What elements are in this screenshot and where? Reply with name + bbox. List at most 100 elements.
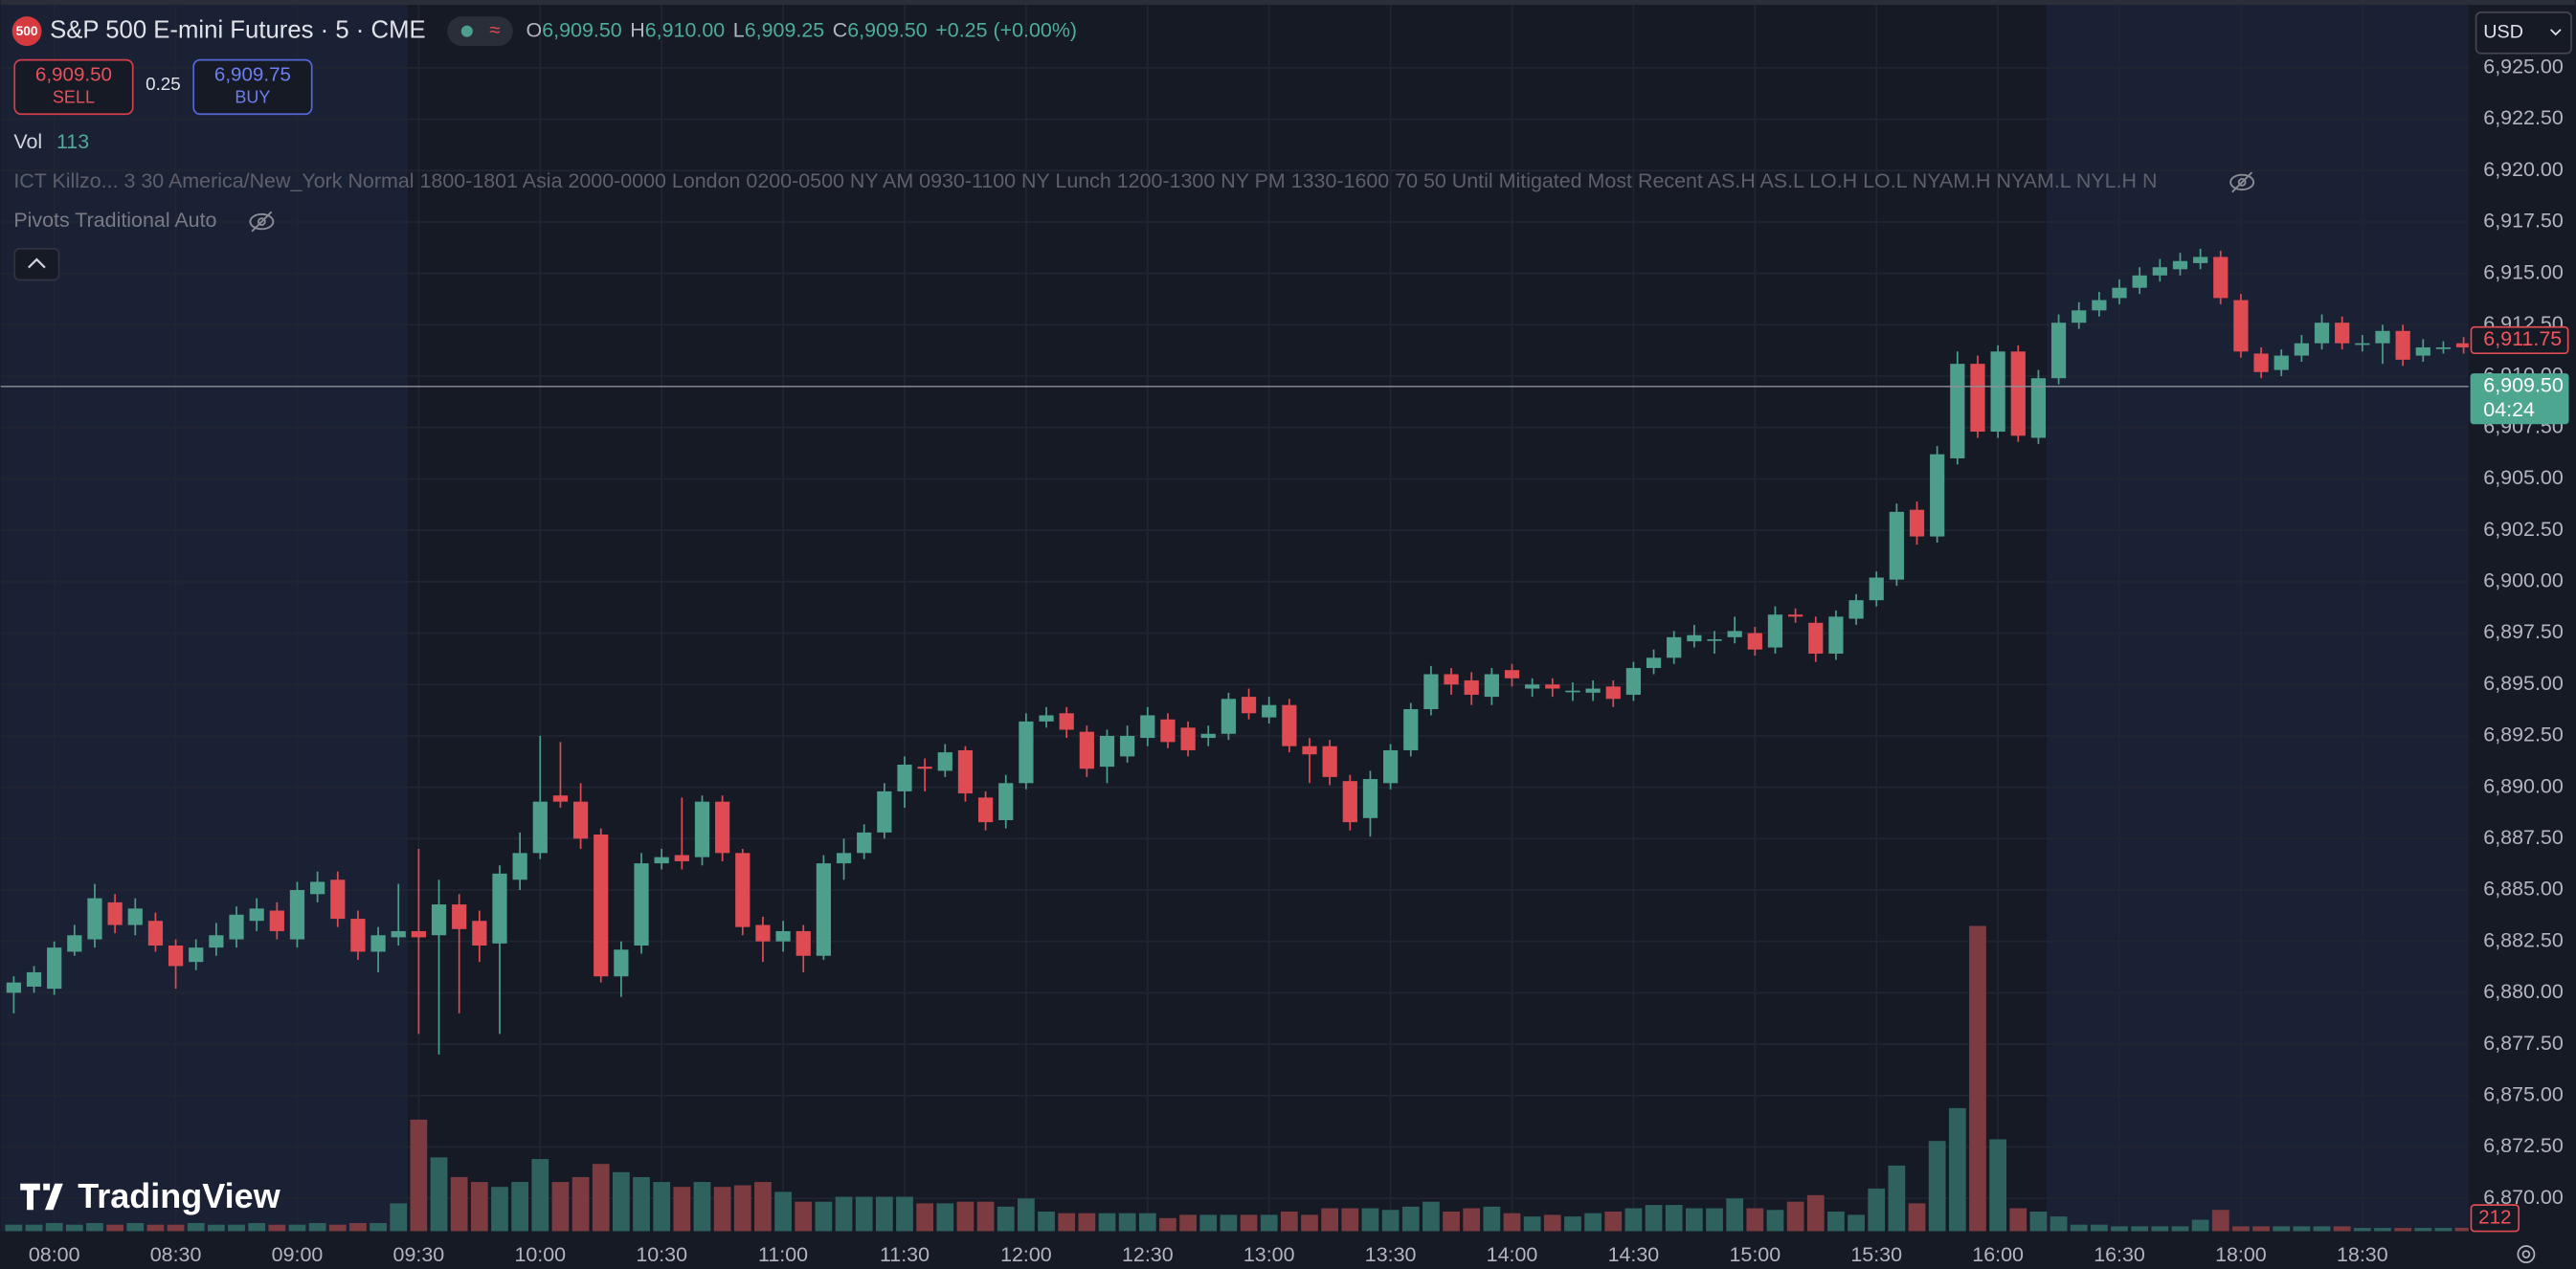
candle-body bbox=[532, 801, 548, 854]
candle-body bbox=[694, 801, 710, 857]
candle-body bbox=[795, 930, 811, 956]
candle-body bbox=[917, 767, 932, 769]
candle-body bbox=[229, 914, 244, 940]
candle-body bbox=[2213, 256, 2229, 299]
settings-icon[interactable] bbox=[2517, 1245, 2536, 1263]
candle-body bbox=[370, 935, 386, 952]
x-tick-label: 12:00 bbox=[1000, 1243, 1052, 1266]
volume-bar bbox=[2171, 1226, 2189, 1232]
volume-bar bbox=[2050, 1216, 2068, 1232]
x-tick-label: 09:30 bbox=[393, 1243, 445, 1266]
volume-bar bbox=[855, 1196, 873, 1232]
volume-bar bbox=[308, 1222, 326, 1232]
candle-body bbox=[168, 945, 184, 967]
candle-body bbox=[1099, 735, 1115, 768]
buy-button[interactable] bbox=[192, 58, 313, 116]
candle-body bbox=[2172, 260, 2188, 270]
buy-price: 6,909.75 bbox=[214, 63, 291, 85]
volume-bar bbox=[976, 1201, 995, 1232]
candle-body bbox=[1808, 622, 1824, 655]
volume-bar bbox=[2394, 1228, 2412, 1232]
volume-bar bbox=[551, 1182, 570, 1232]
x-tick-label: 08:00 bbox=[29, 1243, 80, 1266]
collapse-button[interactable] bbox=[13, 248, 60, 281]
symbol-title[interactable]: S&P 500 E-mini Futures · 5 · CME bbox=[50, 16, 426, 43]
candle-body bbox=[755, 924, 771, 942]
y-tick-label: 6,917.50 bbox=[2483, 210, 2564, 233]
y-tick-label: 6,882.50 bbox=[2483, 928, 2564, 951]
collapse-icon bbox=[28, 257, 46, 269]
volume-bar bbox=[1604, 1211, 1623, 1232]
candle-body bbox=[2294, 343, 2309, 356]
volume-bar bbox=[370, 1222, 387, 1232]
candle-body bbox=[1282, 704, 1297, 746]
killzones-indicator[interactable]: ICT Killzo... 3 30 America/New_York Norm… bbox=[13, 169, 2157, 192]
volume-bar bbox=[916, 1203, 934, 1232]
volume-bar bbox=[1928, 1141, 1946, 1232]
volume-bar bbox=[2414, 1228, 2432, 1232]
candle-body bbox=[1707, 638, 1722, 641]
volume-bar bbox=[571, 1176, 590, 1232]
volume-indicator[interactable]: Vol bbox=[13, 130, 42, 153]
volume-bar bbox=[126, 1222, 145, 1232]
x-tick-label: 10:00 bbox=[514, 1243, 566, 1266]
price-label: 6,909.50 bbox=[2483, 373, 2564, 396]
volume-bar bbox=[2131, 1226, 2149, 1232]
candle-body bbox=[411, 930, 427, 938]
candle-body bbox=[1625, 668, 1642, 695]
candle-body bbox=[2395, 330, 2410, 360]
spread: 0.25 bbox=[146, 74, 181, 94]
buy-label: BUY bbox=[235, 88, 270, 107]
candle-body bbox=[2193, 256, 2208, 263]
currency-button[interactable] bbox=[2475, 11, 2572, 55]
x-tick-label: 18:30 bbox=[2337, 1243, 2388, 1266]
volume-bar bbox=[997, 1206, 1015, 1232]
candle-body bbox=[330, 879, 346, 920]
volume-bar bbox=[1381, 1210, 1400, 1232]
hidden-icon[interactable] bbox=[249, 211, 275, 233]
volume-bar bbox=[1341, 1208, 1359, 1232]
volume-bar bbox=[1806, 1194, 1825, 1232]
volume-bar bbox=[45, 1222, 63, 1232]
candle-body bbox=[1382, 749, 1399, 784]
volume-bar bbox=[835, 1196, 853, 1232]
volume-bar bbox=[1220, 1214, 1238, 1232]
countdown: 04:24 bbox=[2483, 398, 2535, 421]
candle-body bbox=[350, 919, 366, 952]
candle-body bbox=[391, 930, 406, 938]
volume-bar bbox=[733, 1185, 751, 1232]
hidden-icon[interactable] bbox=[2229, 171, 2255, 193]
candle-body bbox=[1079, 731, 1094, 769]
candle-body bbox=[836, 853, 852, 864]
candle-body bbox=[2030, 378, 2047, 438]
sell-button[interactable] bbox=[13, 58, 134, 116]
logo-text: TradingView bbox=[78, 1176, 280, 1215]
y-tick-label: 6,922.50 bbox=[2483, 106, 2564, 129]
x-tick-label: 12:30 bbox=[1122, 1243, 1174, 1266]
pivots-indicator[interactable]: Pivots Traditional Auto bbox=[13, 209, 216, 232]
candle-body bbox=[1180, 727, 1196, 750]
volume-bar bbox=[1908, 1203, 1926, 1232]
x-tick-label: 15:30 bbox=[1850, 1243, 1902, 1266]
volume-bar bbox=[1503, 1213, 1521, 1232]
volume-bar bbox=[106, 1224, 124, 1232]
volume-bar bbox=[511, 1182, 529, 1232]
sell-price: 6,909.50 bbox=[35, 63, 112, 85]
candle-body bbox=[877, 790, 892, 833]
volume-value: 113 bbox=[56, 130, 89, 153]
candle-body bbox=[1605, 686, 1621, 700]
candle-body bbox=[594, 835, 609, 977]
candle-body bbox=[2132, 275, 2147, 288]
time-axis bbox=[0, 1231, 2469, 1269]
volume-bar bbox=[491, 1187, 508, 1232]
status-pill[interactable] bbox=[447, 16, 513, 47]
volume-bar bbox=[1422, 1201, 1440, 1232]
volume-bar bbox=[774, 1191, 792, 1232]
candles bbox=[6, 248, 2472, 1055]
volume-bar bbox=[2252, 1226, 2270, 1232]
candle-body bbox=[492, 873, 507, 944]
volume-bar bbox=[207, 1224, 225, 1232]
volume-bar bbox=[86, 1222, 103, 1232]
volume-bar bbox=[713, 1187, 731, 1232]
